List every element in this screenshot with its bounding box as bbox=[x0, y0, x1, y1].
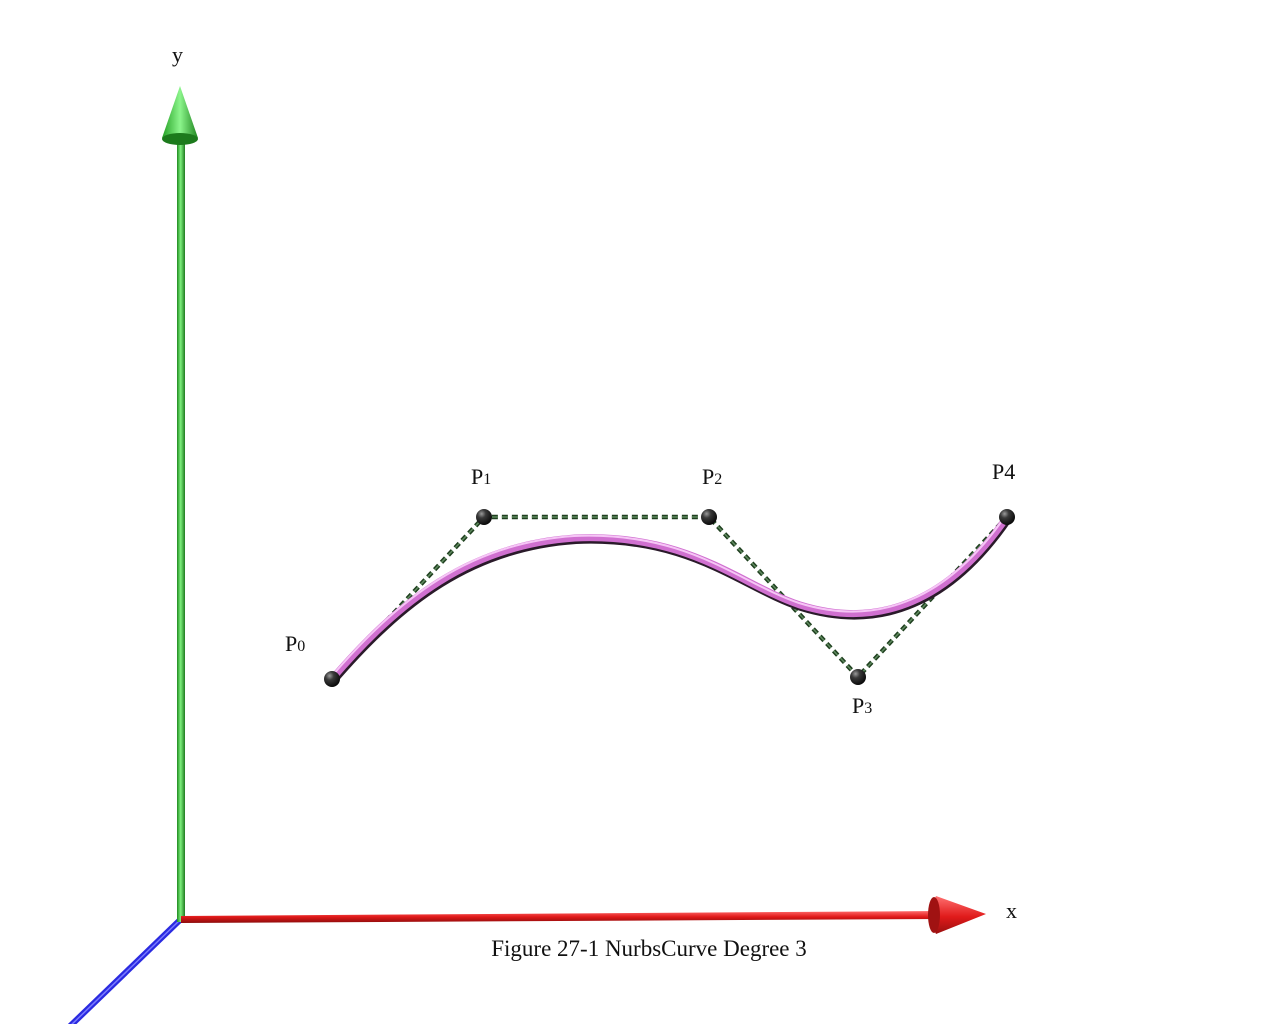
x-axis bbox=[181, 911, 938, 923]
control-point-p1 bbox=[476, 509, 492, 525]
control-point-p0 bbox=[324, 671, 340, 687]
control-point-p2 bbox=[701, 509, 717, 525]
figure-caption: Figure 27-1 NurbsCurve Degree 3 bbox=[491, 936, 807, 961]
x-axis-arrowhead bbox=[928, 896, 986, 934]
label-p2: P2 bbox=[702, 464, 723, 489]
label-p4: P4 bbox=[992, 459, 1016, 484]
y-axis-arrowhead bbox=[162, 86, 198, 145]
label-p0: P0 bbox=[285, 631, 306, 656]
x-axis-label: x bbox=[1006, 898, 1017, 923]
control-point-p4 bbox=[999, 509, 1015, 525]
label-p3: P3 bbox=[852, 693, 873, 718]
control-polygon bbox=[330, 514, 1009, 681]
nurbs-curve bbox=[328, 513, 1012, 685]
y-axis-label: y bbox=[172, 42, 183, 67]
control-point-p3 bbox=[850, 669, 866, 685]
y-axis bbox=[177, 138, 185, 922]
label-p1: P1 bbox=[471, 464, 492, 489]
